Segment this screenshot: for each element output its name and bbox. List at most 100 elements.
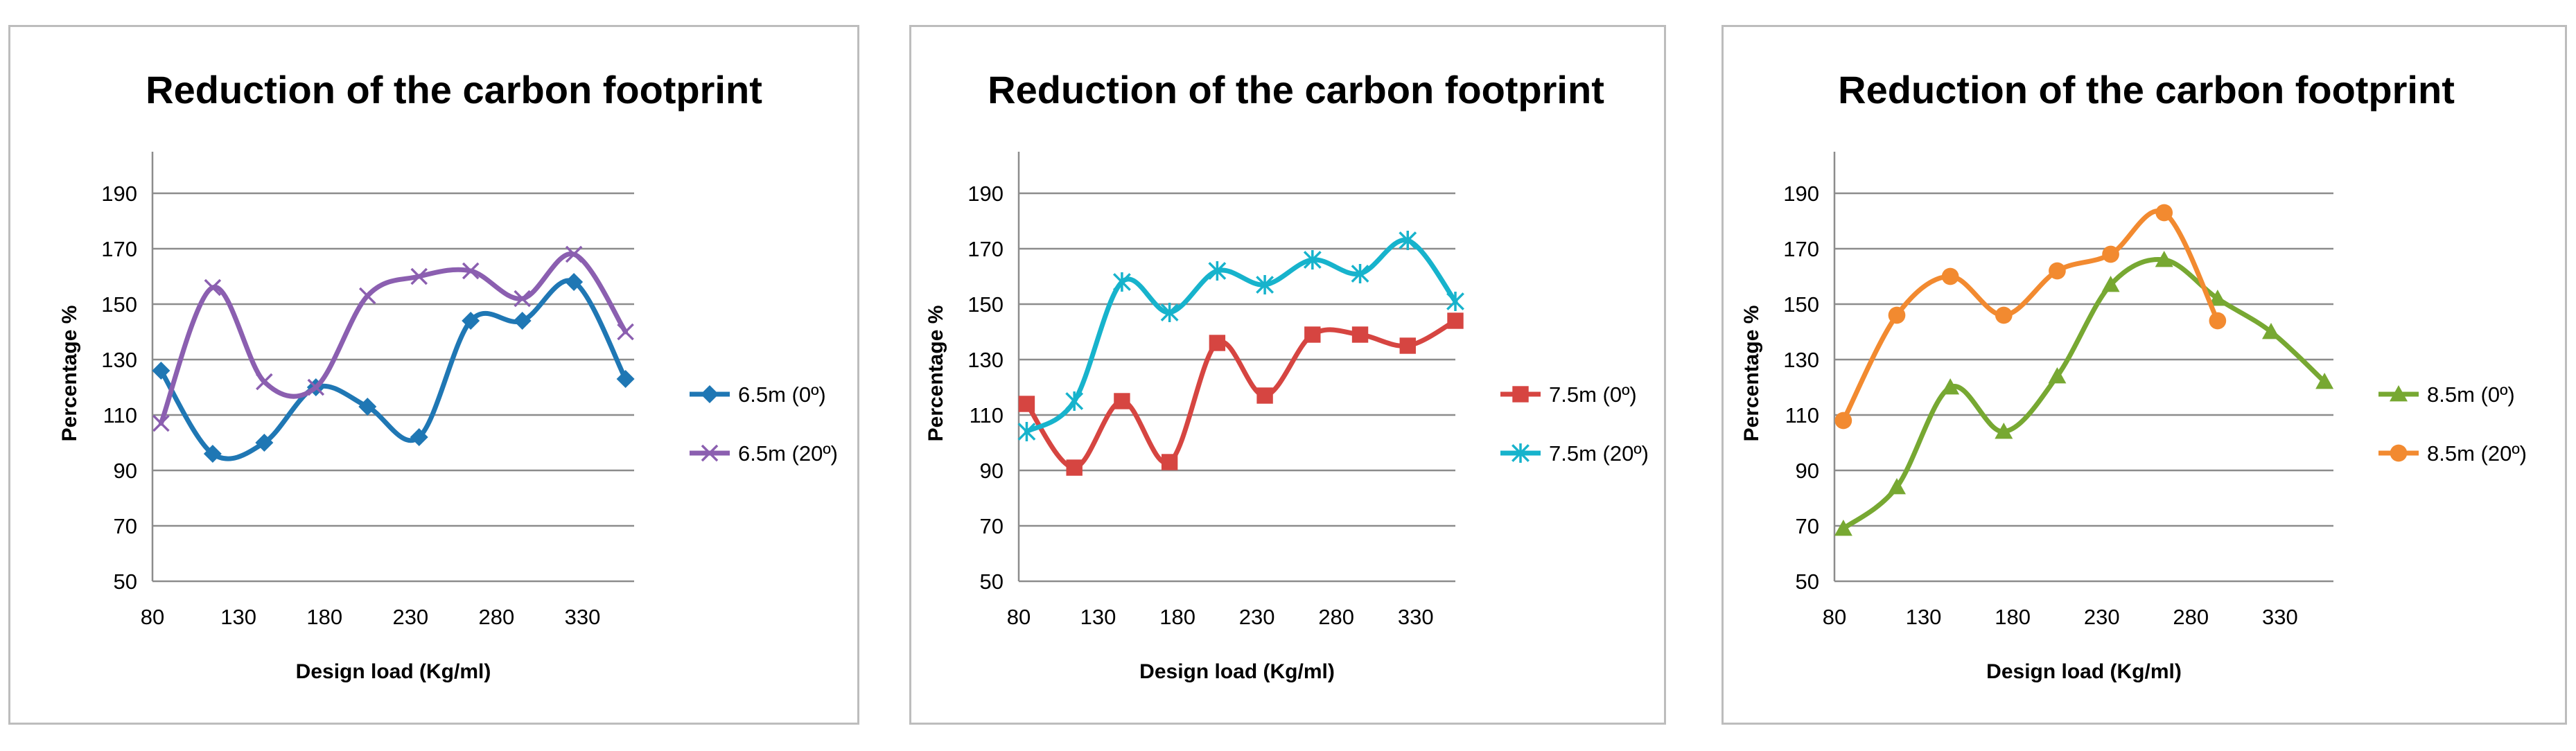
data-point [2048,367,2067,384]
data-point [1065,391,1084,412]
data-point [1995,423,2013,439]
series-2 [152,245,634,432]
x-tick-label: 130 [220,605,256,629]
data-point [1017,421,1036,442]
data-point [256,373,273,391]
y-tick-label: 150 [101,292,137,317]
y-tick-label: 110 [103,403,137,427]
x-tick-label: 230 [2084,605,2120,629]
data-point [1399,337,1416,354]
legend-label: 8.5m (20º) [2427,441,2527,466]
data-point [1018,396,1035,412]
x-tick-label: 180 [1159,605,1195,629]
y-tick-label: 90 [980,459,1004,483]
series-1 [1834,251,2334,536]
legend-label: 6.5m (20º) [738,441,838,466]
legend-label: 6.5m (0º) [738,382,826,407]
legend-label: 7.5m (0º) [1549,382,1637,407]
x-tick-label: 330 [2262,605,2298,629]
data-point [2209,312,2227,330]
legend-entry: 6.5m (20º) [690,441,838,466]
data-point [358,398,377,416]
y-tick-label: 190 [967,182,1004,206]
data-point [1995,306,2013,324]
x-tick-label: 280 [2173,605,2209,629]
series-2 [1834,204,2227,430]
x-tick-label: 80 [141,605,164,629]
x-tick-label: 330 [1398,605,1434,629]
y-tick-label: 170 [1783,237,1819,261]
x-tick-label: 330 [565,605,601,629]
y-tick-label: 50 [1796,569,1819,594]
chart-panel-1: Reduction of the carbon footprint 50 70 90 1… [8,25,859,725]
chart-title: Reduction of the carbon footprint [146,68,762,112]
data-point [152,362,170,380]
y-tick-label: 130 [1783,348,1819,372]
x-tick-label: 80 [1823,605,1846,629]
y-axis-title: Percentage % [925,306,947,442]
y-tick-label: 190 [101,182,137,206]
chart-2: Reduction of the carbon footprint 50 70 90 1… [925,68,1649,683]
data-point [204,279,222,297]
x-tick-label: 280 [479,605,515,629]
data-point [1112,272,1131,292]
legend-entry: 8.5m (0º) [2378,382,2515,407]
data-point [2155,204,2173,222]
data-point [514,290,531,308]
chart-1: Reduction of the carbon footprint 50 70 90 1… [58,68,838,683]
data-point [2208,290,2227,306]
y-axis-title: Percentage % [58,306,81,442]
legend-entry: 7.5m (20º) [1500,441,1649,466]
data-point [1161,454,1178,470]
data-point [1066,459,1083,476]
data-point [307,378,325,396]
y-tick-label: 150 [1783,292,1819,317]
y-tick-label: 110 [970,403,1004,427]
data-point [2262,323,2280,339]
data-point [1888,478,1906,495]
data-point [1351,326,1369,343]
data-point [1303,249,1322,270]
series-line [1841,256,2327,531]
chart-panel-3: Reduction of the carbon footprint 50 70 90 1… [1721,25,2567,725]
data-point [1256,387,1273,404]
data-point [1834,520,1852,536]
series-line [158,251,629,426]
x-axis-title: Design load (Kg/ml) [1139,660,1335,683]
chart-panel-2: Reduction of the carbon footprint 50 70 90 1… [909,25,1666,725]
data-point [1941,378,1960,395]
y-tick-label: 50 [980,569,1004,594]
x-tick-label: 230 [392,605,428,629]
y-tick-label: 130 [967,348,1004,372]
data-point [2101,276,2120,292]
legend-entry: 7.5m (0º) [1500,382,1637,407]
data-point [2049,262,2066,280]
data-point [1834,412,1852,430]
chart-title: Reduction of the carbon footprint [988,68,1604,112]
chart-3: Reduction of the carbon footprint 50 70 90 1… [1740,68,2527,683]
data-point [2102,245,2119,263]
x-tick-label: 280 [1318,605,1354,629]
data-point [1941,267,1959,285]
data-point [617,323,634,341]
y-tick-label: 190 [1783,182,1819,206]
y-axis-title: Percentage % [1740,306,1763,442]
legend-entry: 6.5m (0º) [690,382,826,407]
legend-label: 8.5m (0º) [2427,382,2515,407]
x-tick-label: 230 [1239,605,1275,629]
data-point [1160,302,1179,323]
chart-title: Reduction of the carbon footprint [1838,68,2455,112]
y-tick-label: 170 [967,237,1004,261]
legend-marker [701,385,719,403]
y-tick-label: 90 [114,459,137,483]
legend-marker [1512,443,1530,463]
data-point [462,312,480,330]
legend-marker [2390,385,2408,402]
data-point [203,445,222,463]
series-line [1024,318,1458,470]
data-point [1888,306,1906,324]
series-1 [152,273,635,463]
x-axis-title: Design load (Kg/ml) [1986,660,2182,683]
y-tick-label: 70 [1796,514,1819,538]
data-point [410,428,428,446]
